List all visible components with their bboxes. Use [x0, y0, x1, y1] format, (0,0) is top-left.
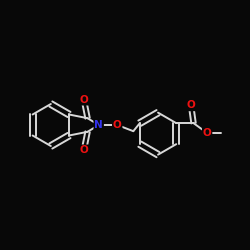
Text: O: O: [80, 95, 88, 105]
Text: O: O: [113, 120, 122, 130]
Text: O: O: [80, 145, 88, 155]
Text: O: O: [187, 100, 196, 110]
Text: N: N: [94, 120, 103, 130]
Text: O: O: [203, 128, 211, 138]
